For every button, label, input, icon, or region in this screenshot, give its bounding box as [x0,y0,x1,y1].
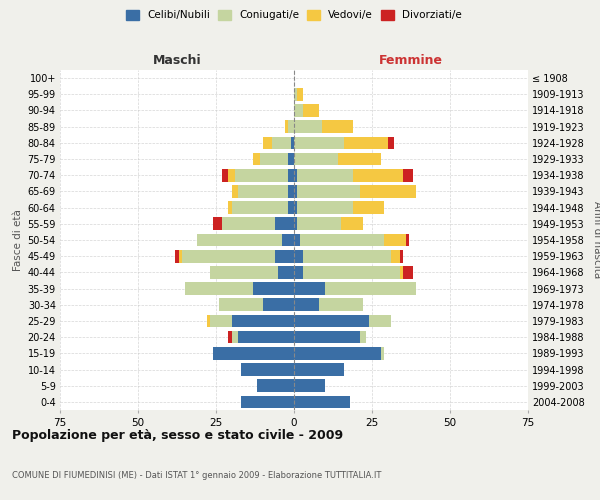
Bar [263,298,294,311]
Bar [400,266,403,278]
Text: Maschi: Maschi [152,54,202,67]
Bar [369,314,391,328]
Bar [241,363,294,376]
Bar [257,380,294,392]
Bar [294,314,369,328]
Bar [294,104,304,117]
Bar [229,331,232,344]
Bar [382,347,385,360]
Bar [222,169,229,181]
Bar [294,363,344,376]
Bar [232,202,288,214]
Bar [206,314,210,328]
Text: COMUNE DI FIUMEDINISI (ME) - Dati ISTAT 1° gennaio 2009 - Elaborazione TUTTITALI: COMUNE DI FIUMEDINISI (ME) - Dati ISTAT … [12,471,382,480]
Text: Popolazione per età, sesso e stato civile - 2009: Popolazione per età, sesso e stato civil… [12,430,343,442]
Bar [275,218,294,230]
Bar [238,331,294,344]
Bar [288,152,294,166]
Bar [260,152,288,166]
Bar [294,120,322,133]
Bar [213,347,294,360]
Bar [219,298,263,311]
Bar [297,202,353,214]
Bar [385,234,406,246]
Bar [272,136,291,149]
Bar [253,152,260,166]
Bar [179,250,182,262]
Bar [232,331,238,344]
Bar [294,185,297,198]
Bar [297,169,353,181]
Bar [406,234,409,246]
Bar [294,396,350,408]
Bar [281,234,294,246]
Text: Femmine: Femmine [379,54,443,67]
Bar [294,218,297,230]
Bar [344,136,388,149]
Bar [400,250,403,262]
Bar [359,185,416,198]
Bar [232,185,238,198]
Bar [297,88,304,101]
Bar [391,250,400,262]
Bar [284,120,288,133]
Bar [319,298,362,311]
Bar [325,282,416,295]
Bar [263,136,272,149]
Bar [403,266,413,278]
Bar [353,169,403,181]
Bar [294,250,304,262]
Bar [275,250,294,262]
Bar [297,185,359,198]
Bar [229,169,235,181]
Y-axis label: Fasce di età: Fasce di età [13,209,23,271]
Bar [278,266,294,278]
Bar [300,234,385,246]
Bar [341,218,362,230]
Bar [288,202,294,214]
Bar [238,185,288,198]
Bar [304,266,400,278]
Bar [294,234,300,246]
Legend: Celibi/Nubili, Coniugati/e, Vedovi/e, Divorziati/e: Celibi/Nubili, Coniugati/e, Vedovi/e, Di… [126,10,462,20]
Bar [294,152,338,166]
Bar [294,347,382,360]
Bar [185,282,253,295]
Bar [294,298,319,311]
Bar [241,396,294,408]
Bar [304,104,319,117]
Y-axis label: Anni di nascita: Anni di nascita [592,202,600,278]
Bar [304,250,391,262]
Bar [359,331,366,344]
Bar [222,218,275,230]
Bar [294,282,325,295]
Bar [175,250,179,262]
Bar [288,120,294,133]
Bar [288,185,294,198]
Bar [213,218,222,230]
Bar [294,266,304,278]
Bar [322,120,353,133]
Bar [294,380,325,392]
Bar [182,250,275,262]
Bar [388,136,394,149]
Bar [294,88,297,101]
Bar [294,169,297,181]
Bar [297,218,341,230]
Bar [210,266,278,278]
Bar [229,202,232,214]
Bar [338,152,382,166]
Bar [197,234,281,246]
Bar [294,136,344,149]
Bar [403,169,413,181]
Bar [294,331,359,344]
Bar [232,314,294,328]
Bar [253,282,294,295]
Bar [235,169,288,181]
Bar [353,202,385,214]
Bar [288,169,294,181]
Bar [291,136,294,149]
Bar [210,314,232,328]
Bar [294,202,297,214]
